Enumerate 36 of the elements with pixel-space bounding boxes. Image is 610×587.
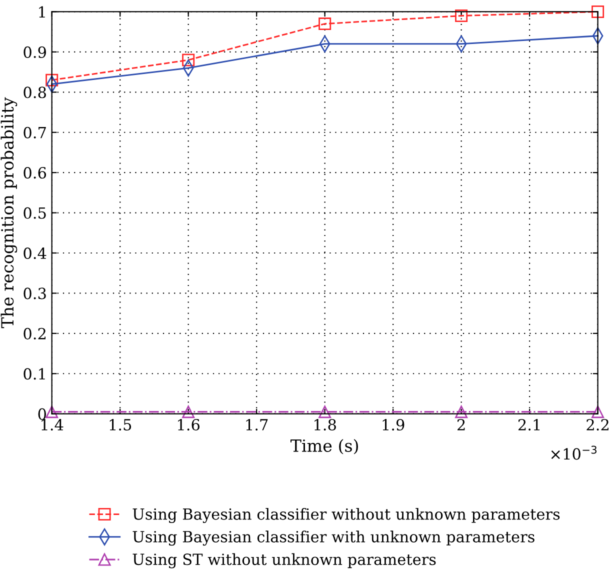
y-tick-label: 0.6	[24, 167, 46, 179]
x-tick-label: 1.5	[110, 418, 132, 431]
y-tick-label: 0.7	[24, 126, 46, 138]
y-tick-label: 0.8	[24, 86, 46, 98]
point	[455, 10, 468, 22]
y-tick-label: 0.2	[24, 328, 46, 340]
x-tick-label: 1.9	[382, 418, 404, 431]
point	[46, 406, 58, 418]
y-tick-label: 0.3	[24, 288, 46, 300]
x-tick-label: 2	[457, 418, 465, 430]
y-tick-label: 0.1	[24, 368, 45, 380]
point	[592, 5, 604, 18]
x-tick-label: 1.6	[178, 418, 200, 431]
y-tick-label: 1	[39, 6, 45, 18]
legend-label: Using ST without unknown parameters	[132, 553, 436, 568]
x-axis-title: Time (s)	[290, 439, 358, 454]
legend-label: Using Bayesian classifier with unknown parameters	[132, 530, 534, 546]
text: ×10$^{−3}$	[551, 446, 597, 460]
point	[455, 406, 468, 418]
point	[46, 74, 58, 86]
x-tick-label: 2.2	[586, 418, 608, 431]
y-tick-label: 0	[38, 408, 46, 420]
y-tick-label: 0.5	[24, 207, 46, 219]
point	[182, 54, 195, 66]
x-tick-label: 2.1	[518, 418, 540, 431]
x-tick-label: 1.8	[314, 418, 336, 431]
y-tick-label: 0.4	[24, 247, 46, 260]
point	[592, 406, 604, 418]
x-tick-label: 1.4	[42, 418, 64, 431]
x-tick-label: 1.7	[246, 418, 268, 431]
point	[318, 406, 332, 418]
y-tick-label: 0.9	[24, 46, 46, 58]
y-axis-title: The recognition probability	[0, 97, 18, 328]
point	[182, 406, 195, 418]
point	[318, 18, 332, 30]
legend-label: Using Bayesian classifier without unknown parameters	[132, 508, 560, 524]
